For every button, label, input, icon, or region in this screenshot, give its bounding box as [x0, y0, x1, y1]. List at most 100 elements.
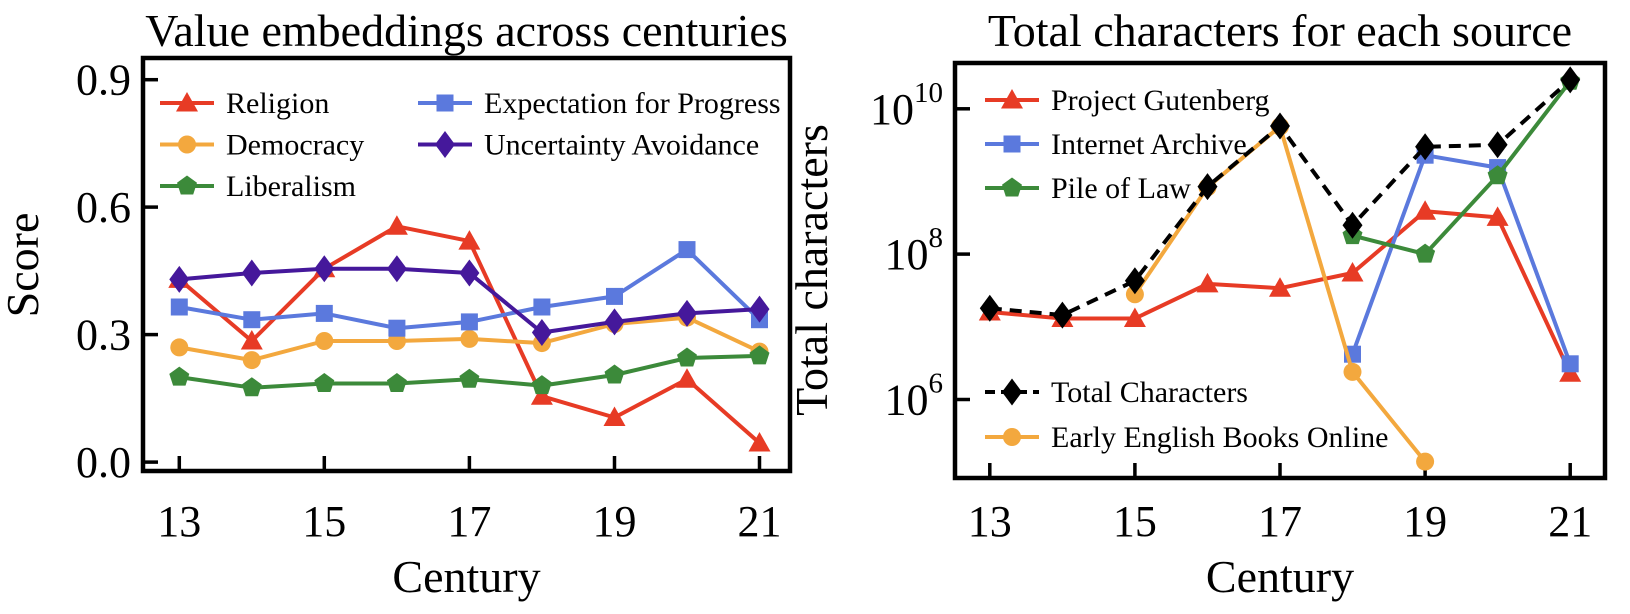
right-chart-x-tick-label-17: 17	[1258, 497, 1302, 546]
legend-label-total-characters: Total Characters	[1051, 376, 1248, 409]
series-total-characters-marker	[1342, 211, 1363, 239]
series-liberalism-marker	[386, 373, 407, 392]
left-chart-y-tick-label-3: 0.9	[76, 56, 131, 105]
right-chart-xlabel: Century	[1206, 551, 1354, 602]
series-total-characters-marker	[1270, 112, 1290, 140]
legend-marker-project-gutenberg	[1001, 89, 1023, 109]
legend-item-pile-of-law: Pile of Law	[985, 172, 1191, 205]
series-democracy-marker	[242, 351, 261, 370]
legend-marker-internet-archive	[1003, 135, 1021, 153]
series-pile-of-law-line	[1352, 79, 1572, 257]
right-chart-y-tick-label-0: 106	[885, 368, 944, 425]
series-project-gutenberg-marker	[1196, 272, 1219, 293]
left-chart: Value embeddings across centuries Century…	[0, 5, 793, 602]
series-democracy-marker	[460, 329, 479, 348]
series-religion-marker	[603, 406, 626, 426]
left-chart-x-tick-label-13: 13	[157, 497, 201, 546]
series-total-characters-marker	[1124, 267, 1145, 295]
left-chart-y-tick-label-2: 0.6	[76, 183, 131, 232]
series-liberalism-marker	[169, 366, 190, 386]
series-total-characters-marker	[979, 294, 1000, 322]
legend-label-pile-of-law: Pile of Law	[1051, 172, 1191, 205]
series-liberalism-marker	[604, 364, 625, 384]
left-chart-x-tick-label-21: 21	[738, 497, 782, 546]
legend-item-religion: Religion	[160, 87, 329, 120]
series-expectation-for-progress-marker	[388, 319, 406, 337]
left-chart-ylabel: Score	[0, 213, 48, 318]
series-expectation-for-progress-marker	[460, 313, 478, 331]
series-uncertainty-avoidance-marker	[241, 259, 262, 287]
series-uncertainty-avoidance-marker	[604, 308, 625, 336]
series-expectation-for-progress-marker	[606, 287, 623, 305]
legend-marker-religion	[176, 92, 198, 112]
series-religion-marker	[240, 330, 263, 350]
series-project-gutenberg-marker	[1341, 262, 1364, 282]
legend-marker-liberalism	[177, 175, 197, 195]
series-liberalism-marker	[314, 373, 335, 392]
series-expectation-for-progress-marker	[533, 298, 551, 316]
series-uncertainty-avoidance-marker	[531, 319, 552, 346]
left-chart-title: Value embeddings across centuries	[145, 5, 788, 56]
series-project-gutenberg-marker	[1123, 307, 1146, 327]
legend-item-liberalism: Liberalism	[160, 170, 356, 203]
series-liberalism-marker	[677, 347, 697, 367]
series-internet-archive-marker	[1561, 355, 1579, 373]
series-pile-of-law-marker	[1415, 243, 1436, 263]
series-uncertainty-avoidance-marker	[677, 299, 697, 327]
legend-item-early-english-books-online: Early English Books Online	[985, 421, 1388, 454]
series-liberalism-marker	[749, 345, 770, 365]
series-expectation-for-progress-marker	[243, 311, 261, 329]
legend-label-uncertainty-avoidance: Uncertainty Avoidance	[484, 129, 759, 162]
series-uncertainty-avoidance-marker	[749, 295, 770, 323]
series-expectation-for-progress-marker	[315, 304, 333, 322]
legend-label-democracy: Democracy	[226, 129, 364, 162]
series-expectation-for-progress-marker	[170, 298, 188, 316]
series-religion-marker	[385, 215, 408, 235]
legend-label-internet-archive: Internet Archive	[1051, 128, 1247, 161]
series-total-characters-marker	[1415, 133, 1436, 161]
right-chart-x-tick-label-13: 13	[968, 497, 1012, 546]
legend-marker-democracy	[178, 135, 196, 154]
series-total-characters-marker	[1487, 131, 1508, 159]
right-chart-x-tick-label-19: 19	[1403, 497, 1447, 546]
legend-label-liberalism: Liberalism	[226, 170, 356, 203]
series-project-gutenberg-marker	[1269, 277, 1291, 297]
legend-label-religion: Religion	[226, 87, 329, 120]
series-liberalism-marker	[241, 377, 262, 397]
series-project-gutenberg-marker	[1414, 200, 1437, 220]
left-chart-xlabel: Century	[392, 551, 540, 602]
series-uncertainty-avoidance-marker	[386, 255, 407, 283]
left-chart-y-tick-label-0: 0.0	[76, 438, 131, 487]
series-religion-marker	[458, 230, 481, 250]
series-pile-of-law-marker	[1487, 165, 1508, 185]
legend-marker-uncertainty-avoidance	[435, 131, 455, 158]
left-chart-x-tick-label-17: 17	[447, 497, 491, 546]
series-democracy-marker	[315, 332, 334, 350]
right-chart-ylabel: Total characters	[786, 124, 837, 416]
series-religion-marker	[530, 385, 553, 405]
series-liberalism-marker	[531, 375, 552, 395]
series-expectation-for-progress-marker	[678, 241, 696, 259]
right-chart: Total characters for each source Century T…	[786, 5, 1608, 602]
series-total-characters-marker	[1052, 301, 1073, 329]
series-religion-marker	[748, 432, 771, 452]
right-chart-y-tick-label-2: 1010	[870, 77, 943, 134]
right-chart-title: Total characters for each source	[988, 5, 1572, 56]
legend-label-early-english-books-online: Early English Books Online	[1051, 421, 1388, 454]
legend-marker-pile-of-law	[1002, 177, 1022, 197]
series-total-characters-marker	[1560, 66, 1581, 94]
series-project-gutenberg-marker	[1486, 206, 1509, 226]
right-chart-x-tick-label-15: 15	[1113, 497, 1157, 546]
legend-item-democracy: Democracy	[160, 129, 364, 162]
legend-marker-total-characters	[1002, 378, 1022, 406]
legend-item-expectation-for-progress: Expectation for Progress	[418, 87, 781, 120]
right-chart-x-tick-label-21: 21	[1548, 497, 1592, 546]
legend-item-project-gutenberg: Project Gutenberg	[985, 84, 1270, 117]
left-chart-y-tick-label-1: 0.3	[76, 311, 131, 360]
right-chart-y-tick-label-1: 108	[885, 222, 944, 279]
legend-marker-expectation-for-progress	[436, 94, 454, 112]
legend-marker-early-english-books-online	[1003, 428, 1021, 446]
series-early-english-books-online-marker	[1416, 452, 1435, 471]
left-chart-x-tick-label-15: 15	[302, 497, 346, 546]
series-total-characters-marker	[1197, 173, 1218, 201]
